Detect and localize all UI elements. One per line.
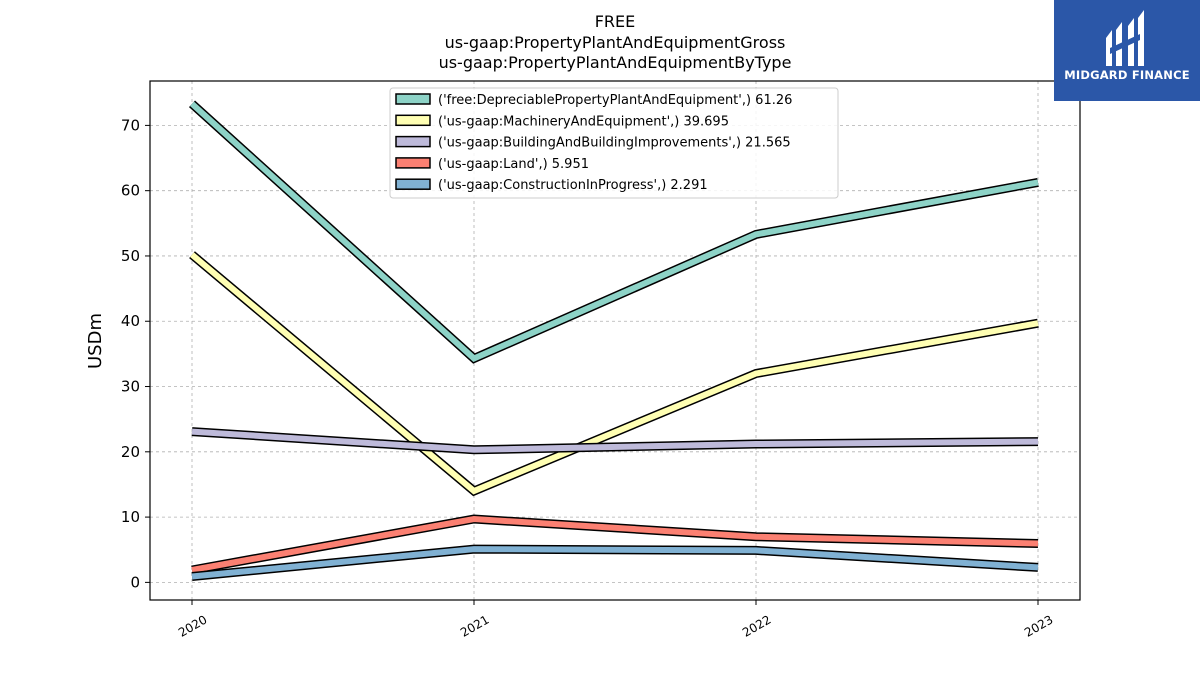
midgard-finance-logo: MIDGARD FINANCE bbox=[1054, 0, 1200, 101]
legend-entry-label: ('us-gaap:BuildingAndBuildingImprovement… bbox=[438, 136, 791, 151]
series-line bbox=[191, 544, 1039, 581]
series-line-stroke bbox=[191, 546, 1039, 580]
y-tick-label: 30 bbox=[121, 378, 140, 396]
legend-swatch bbox=[395, 178, 431, 190]
chart-title-line-1: FREE bbox=[595, 12, 636, 31]
series-lines bbox=[188, 100, 1039, 581]
y-tick-label: 10 bbox=[121, 508, 140, 526]
logo-text: MIDGARD FINANCE bbox=[1064, 68, 1190, 82]
axis-ticks: 0 10 20 30 40 50 60 70 2020 2021 2022 2023 bbox=[121, 116, 1056, 639]
y-tick-label: 60 bbox=[121, 182, 140, 200]
series-line bbox=[191, 427, 1039, 455]
series-line-stroke bbox=[191, 428, 1039, 453]
y-tick-label: 0 bbox=[130, 573, 140, 591]
legend-swatch bbox=[395, 93, 431, 105]
legend-swatch bbox=[395, 135, 431, 148]
y-tick-label: 70 bbox=[121, 116, 140, 134]
series-line-stroke bbox=[189, 101, 1039, 363]
legend-entry-label: ('us-gaap:MachineryAndEquipment',) 39.69… bbox=[438, 114, 729, 129]
series-line bbox=[188, 100, 1039, 364]
legend: ('free:DepreciablePropertyPlantAndEquipm… bbox=[389, 87, 839, 199]
series-line-stroke bbox=[190, 252, 1039, 495]
y-axis-label: USDm bbox=[85, 313, 106, 369]
legend-swatch bbox=[395, 157, 431, 169]
series-line bbox=[191, 514, 1039, 575]
x-tick-label: 2020 bbox=[176, 612, 209, 639]
legend-box bbox=[389, 87, 839, 199]
y-tick-label: 40 bbox=[121, 312, 140, 330]
legend-swatch bbox=[395, 114, 431, 127]
legend-entry-label: ('us-gaap:ConstructionInProgress',) 2.29… bbox=[438, 178, 708, 193]
x-tick-label: 2022 bbox=[740, 612, 773, 639]
series-line bbox=[189, 251, 1039, 497]
chart-title-line-2: us-gaap:PropertyPlantAndEquipmentGross bbox=[445, 33, 786, 52]
legend-entry-label: ('us-gaap:Land',) 5.951 bbox=[438, 157, 589, 172]
series-line-stroke bbox=[191, 515, 1039, 573]
series-line-outline bbox=[189, 251, 1039, 497]
y-tick-label: 50 bbox=[121, 247, 140, 265]
midgard-logo-icon bbox=[1106, 10, 1144, 66]
y-tick-label: 20 bbox=[121, 443, 140, 461]
chart-title-line-3: us-gaap:PropertyPlantAndEquipmentByType bbox=[439, 53, 792, 72]
x-tick-label: 2021 bbox=[458, 612, 491, 639]
legend-entry-label: ('free:DepreciablePropertyPlantAndEquipm… bbox=[438, 93, 792, 108]
plot-area-frame bbox=[149, 80, 1081, 601]
x-tick-label: 2023 bbox=[1022, 612, 1055, 639]
chart-title: FREE us-gaap:PropertyPlantAndEquipmentGr… bbox=[439, 12, 792, 72]
